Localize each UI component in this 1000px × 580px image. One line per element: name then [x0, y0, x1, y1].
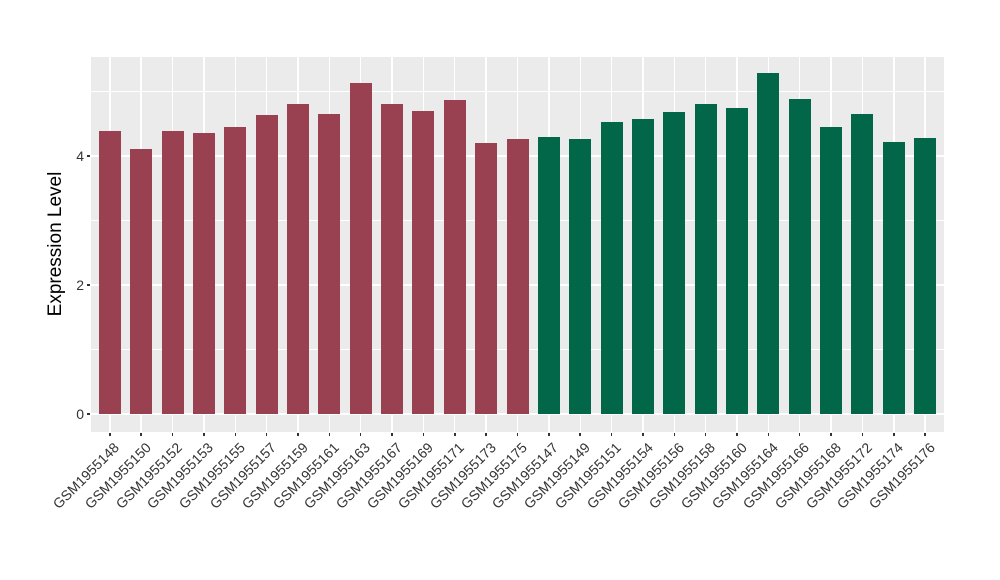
y-axis-title: Expression Level — [45, 171, 66, 317]
x-tick-mark — [736, 433, 738, 436]
bar-GSM1955150 — [130, 148, 153, 414]
bar-GSM1955158 — [694, 104, 717, 414]
bar-GSM1955163 — [349, 83, 372, 414]
x-tick-mark — [673, 433, 676, 436]
x-tick-mark — [548, 433, 550, 436]
plot-panel — [91, 57, 944, 432]
x-tick-mark — [265, 433, 268, 436]
x-tick-mark — [454, 433, 456, 436]
bar-GSM1955160 — [726, 107, 749, 414]
bar-GSM1955152 — [161, 131, 184, 414]
x-tick-mark — [140, 433, 142, 436]
x-tick-mark — [642, 433, 644, 436]
bar-GSM1955148 — [98, 131, 121, 414]
x-tick-mark — [861, 433, 864, 436]
bar-GSM1955166 — [788, 98, 811, 414]
bar-GSM1955168 — [820, 126, 843, 414]
x-tick-mark — [704, 433, 707, 436]
bar-GSM1955171 — [443, 99, 466, 414]
x-tick-mark — [485, 433, 487, 436]
x-tick-mark — [109, 433, 111, 436]
x-tick-mark — [359, 433, 362, 436]
bar-GSM1955175 — [506, 139, 529, 414]
bar-GSM1955161 — [318, 114, 341, 414]
y-tick-label: 4 — [76, 148, 84, 164]
bar-GSM1955176 — [914, 137, 937, 414]
x-tick-mark — [610, 433, 613, 436]
x-tick-mark — [297, 433, 299, 436]
bar-GSM1955174 — [882, 142, 905, 414]
x-tick-mark — [234, 433, 236, 436]
bar-GSM1955151 — [600, 121, 623, 414]
x-tick-mark — [798, 433, 801, 436]
bar-GSM1955169 — [412, 111, 435, 414]
bar-GSM1955159 — [286, 104, 309, 414]
x-tick-mark — [391, 433, 393, 436]
x-tick-mark — [924, 433, 926, 436]
x-tick-mark — [328, 433, 331, 436]
bar-GSM1955154 — [631, 118, 654, 414]
x-tick-mark — [516, 433, 519, 436]
bar-GSM1955155 — [224, 126, 247, 414]
y-tick-label: 0 — [76, 406, 84, 422]
bar-GSM1955167 — [381, 104, 404, 414]
x-tick-mark — [171, 433, 174, 436]
x-tick-mark — [830, 433, 832, 436]
bar-GSM1955147 — [537, 136, 560, 414]
y-tick-mark — [87, 155, 90, 157]
bar-GSM1955157 — [255, 114, 278, 414]
x-tick-mark — [203, 433, 205, 436]
x-tick-mark — [422, 433, 425, 436]
y-tick-mark — [87, 413, 90, 415]
x-tick-mark — [767, 433, 770, 436]
x-tick-mark — [893, 433, 895, 436]
bar-GSM1955149 — [569, 139, 592, 414]
y-tick-mark — [87, 284, 90, 286]
bar-GSM1955164 — [757, 73, 780, 414]
bar-GSM1955156 — [663, 112, 686, 414]
bar-GSM1955172 — [851, 114, 874, 414]
y-tick-label: 2 — [76, 277, 84, 293]
bar-GSM1955173 — [475, 143, 498, 414]
bar-GSM1955153 — [192, 132, 215, 414]
x-tick-mark — [579, 433, 581, 436]
